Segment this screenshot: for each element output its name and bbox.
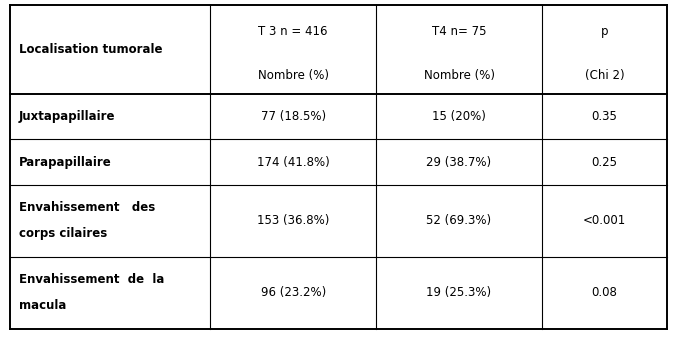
Text: 0.35: 0.35	[592, 110, 618, 123]
Text: Nombre (%): Nombre (%)	[258, 69, 329, 82]
Text: 96 (23.2%): 96 (23.2%)	[260, 286, 326, 300]
Text: 153 (36.8%): 153 (36.8%)	[257, 214, 329, 227]
Text: 0.08: 0.08	[592, 286, 618, 300]
Text: 19 (25.3%): 19 (25.3%)	[426, 286, 491, 300]
Text: 29 (38.7%): 29 (38.7%)	[426, 156, 491, 169]
Text: 52 (69.3%): 52 (69.3%)	[426, 214, 491, 227]
Text: (Chi 2): (Chi 2)	[585, 69, 625, 82]
Text: Localisation tumorale: Localisation tumorale	[19, 43, 163, 56]
Text: <0.001: <0.001	[583, 214, 626, 227]
Text: Parapapillaire: Parapapillaire	[19, 156, 112, 169]
Text: macula: macula	[19, 299, 66, 312]
Text: Juxtapapillaire: Juxtapapillaire	[19, 110, 115, 123]
Text: 77 (18.5%): 77 (18.5%)	[260, 110, 326, 123]
Text: Envahissement  de  la: Envahissement de la	[19, 273, 164, 286]
Text: T4 n= 75: T4 n= 75	[432, 25, 487, 38]
Text: 0.25: 0.25	[592, 156, 618, 169]
Text: p: p	[601, 25, 609, 38]
Text: 15 (20%): 15 (20%)	[432, 110, 486, 123]
Text: T 3 n = 416: T 3 n = 416	[258, 25, 328, 38]
Text: Nombre (%): Nombre (%)	[424, 69, 494, 82]
Text: Envahissement   des: Envahissement des	[19, 201, 155, 213]
Text: corps cilaires: corps cilaires	[19, 227, 107, 239]
Text: 174 (41.8%): 174 (41.8%)	[257, 156, 329, 169]
